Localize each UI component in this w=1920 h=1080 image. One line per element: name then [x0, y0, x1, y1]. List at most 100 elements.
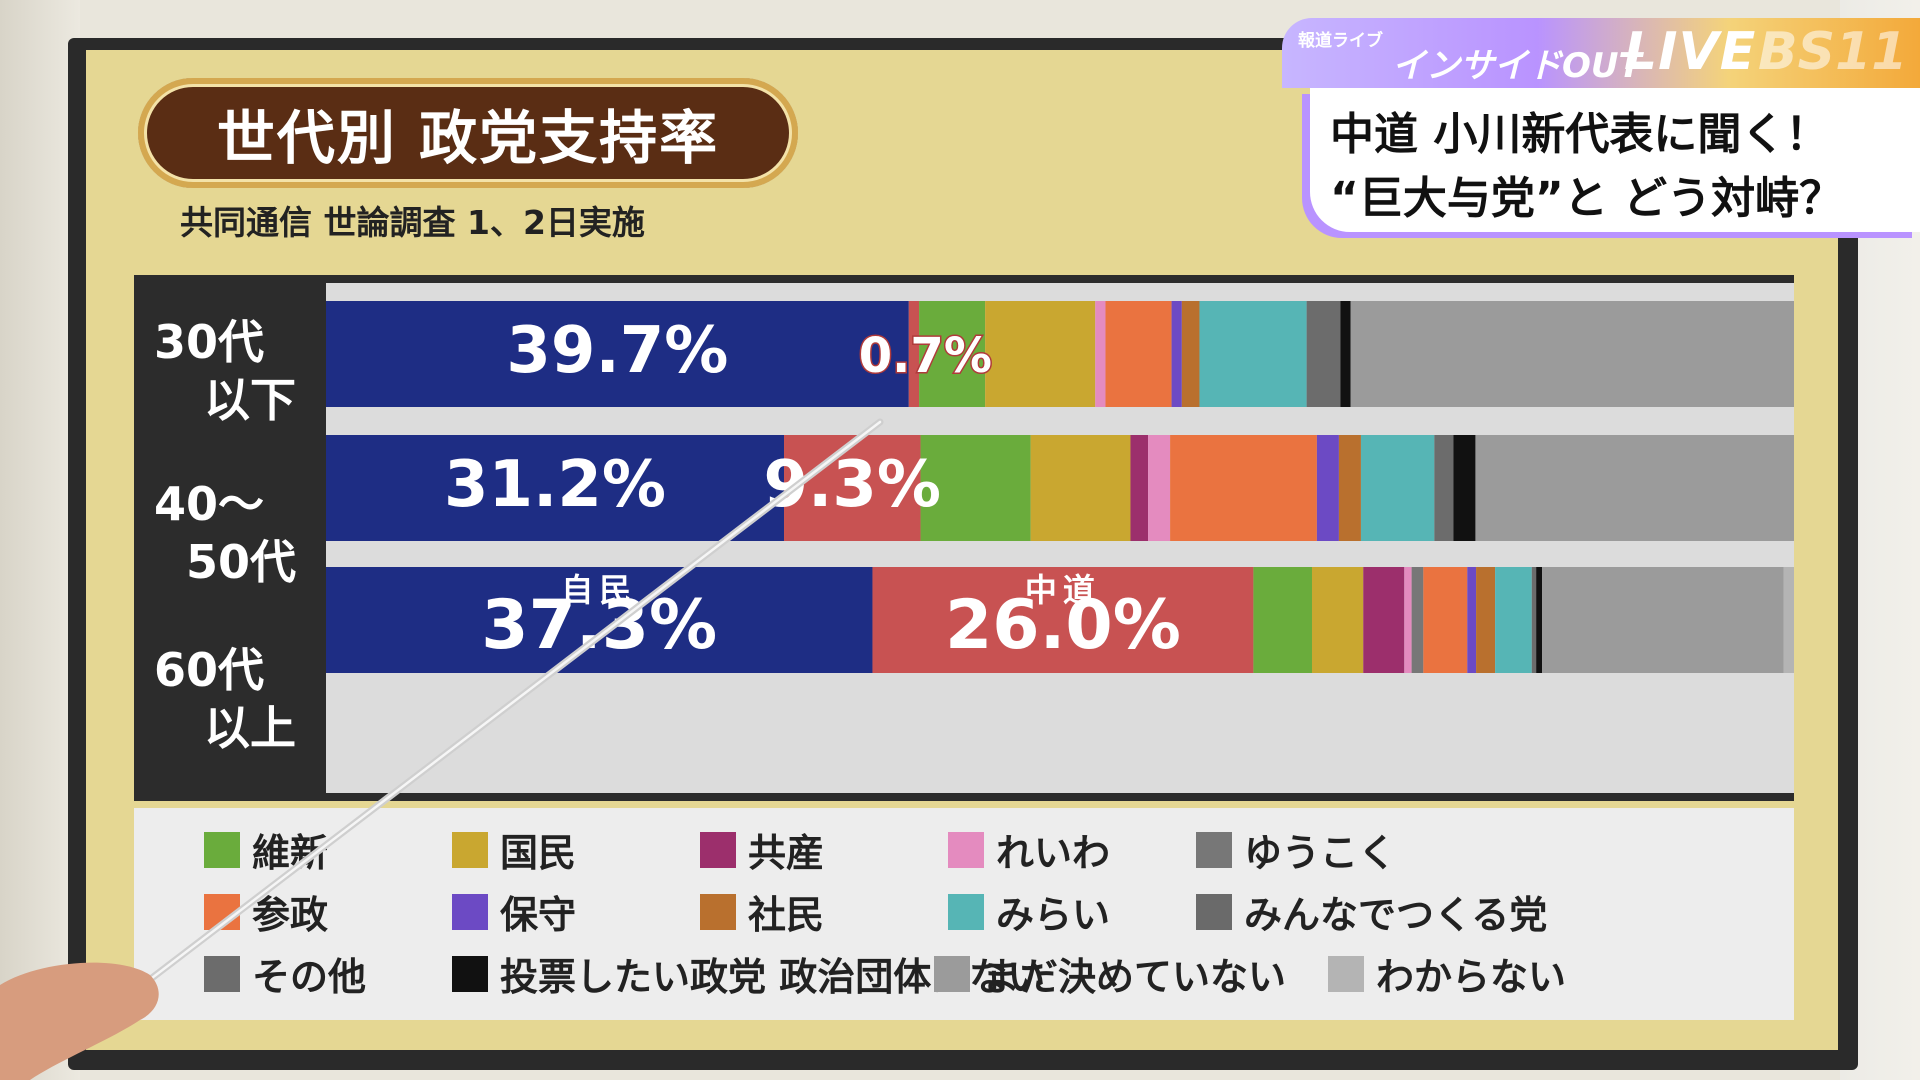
legend-swatch	[1196, 831, 1232, 868]
legend-item: れいわ	[948, 822, 1110, 877]
program-name: インサイドOUT	[1392, 46, 1642, 86]
title-banner: 世代別 政党支持率	[138, 78, 798, 188]
bar-segment	[985, 301, 1096, 407]
bar-segment	[1531, 567, 1537, 673]
row-label-0: 30代 以下	[134, 313, 326, 429]
studio-background-left	[0, 0, 80, 1080]
bar-segment	[1171, 301, 1182, 407]
headline-line-1: 中道 小川新代表に聞く！	[1330, 109, 1830, 160]
legend-item: まだ決めていない	[934, 946, 1286, 1001]
legend-swatch	[700, 893, 736, 930]
legend-swatch	[1328, 955, 1364, 992]
bar-segment	[1467, 567, 1477, 673]
bar-segment	[1476, 567, 1496, 673]
legend-swatch	[948, 893, 984, 930]
legend-item: ゆうこく	[1196, 822, 1396, 877]
row-label-line: 以上	[204, 701, 296, 755]
chart-subtitle: 共同通信 世論調査 1、2日実施	[180, 203, 645, 242]
legend-label: 社民	[748, 893, 825, 937]
chart-panel: 30代 以下 40～ 50代 60代 以上 39.7% 0.7% 31.2% 9.3%…	[134, 275, 1794, 1020]
data-label: 0.7%	[857, 327, 993, 386]
row-label-line: 以下	[204, 373, 296, 427]
legend: 維新 国民 共産 れいわ ゆうこく 参政 保守 社民 みらい みんなでつくる党 その他 投票したい政党…	[134, 808, 1794, 1020]
bar-segment	[1170, 435, 1317, 541]
live-badge: LIVE	[1624, 22, 1757, 82]
legend-swatch	[934, 955, 970, 992]
value-label: 0.7%	[859, 328, 992, 384]
row-label-2: 60代 以上	[134, 641, 326, 757]
legend-label: 国民	[500, 831, 577, 875]
legend-swatch	[204, 831, 240, 868]
bar-segment	[1453, 435, 1476, 541]
bar-segment	[1253, 567, 1312, 673]
bar-segment	[1363, 567, 1405, 673]
bar-segment	[1434, 435, 1454, 541]
legend-swatch	[700, 831, 736, 868]
bar-segment	[1338, 435, 1361, 541]
legend-swatch	[452, 955, 488, 992]
data-label: 39.7%	[506, 314, 728, 388]
bar-segment	[1181, 301, 1200, 407]
legend-label: 参政	[252, 893, 329, 937]
program-category-label: 報道ライブ	[1298, 31, 1383, 51]
legend-swatch	[1196, 893, 1232, 930]
bar-segment	[1311, 567, 1364, 673]
legend-label: ゆうこく	[1244, 831, 1397, 875]
legend-label: 保守	[500, 893, 577, 937]
bar-segment	[1148, 435, 1171, 541]
broadcast-header-bar	[1282, 18, 1920, 88]
legend-label: 維新	[252, 831, 329, 875]
legend-label: みらい	[996, 893, 1111, 937]
data-label: 9.3%	[764, 448, 942, 522]
legend-item: 共産	[700, 822, 824, 877]
legend-swatch	[452, 831, 488, 868]
bar-segment	[1030, 435, 1131, 541]
value-label: 26.0%	[945, 586, 1181, 665]
channel-logo: BS11	[1758, 22, 1908, 82]
legend-item: 社民	[700, 884, 824, 939]
legend-item: みんなでつくる党	[1196, 884, 1547, 939]
bar-segment	[1495, 567, 1532, 673]
bar-segment	[1536, 567, 1543, 673]
legend-item: その他	[204, 946, 366, 1001]
bar-segment	[1130, 435, 1149, 541]
chart-title: 世代別 政党支持率	[216, 104, 720, 172]
bar-segment	[1783, 567, 1794, 673]
data-label: 31.2%	[444, 448, 666, 522]
legend-label: わからない	[1376, 955, 1567, 999]
legend-label: 共産	[748, 831, 825, 875]
legend-label: まだ決めていない	[982, 955, 1287, 999]
row-label-line: 30代	[154, 315, 265, 369]
plot-area: 39.7% 0.7% 31.2% 9.3% 自民 37.3% 中道 26.0%	[326, 283, 1794, 793]
bar-segment	[1199, 301, 1307, 407]
row-label-line: 60代	[154, 643, 265, 697]
bar-segment	[920, 435, 1031, 541]
legend-label: みんなでつくる党	[1244, 893, 1548, 937]
value-label: 37.3%	[481, 586, 717, 665]
bar-segment	[908, 301, 920, 407]
bar-segment	[872, 567, 1254, 673]
legend-swatch	[204, 893, 240, 930]
headline-box: 中道 小川新代表に聞く！ “巨大与党”と どう対峙？	[1310, 88, 1920, 232]
bar-segment	[1340, 301, 1351, 407]
bar-segment	[919, 301, 986, 407]
value-label: 39.7%	[506, 314, 728, 388]
bar-segment	[1350, 301, 1794, 407]
party-label: 中道	[1025, 571, 1101, 609]
row-label-line: 50代	[185, 535, 296, 589]
bar-segment	[1475, 435, 1794, 541]
bar-segment	[1105, 301, 1172, 407]
legend-item: 国民	[452, 822, 576, 877]
bar-segment	[1411, 567, 1424, 673]
legend-label: その他	[252, 955, 367, 999]
bar-segment	[1306, 301, 1341, 407]
row-label-1: 40～ 50代	[134, 475, 326, 591]
bar-segment	[1404, 567, 1412, 673]
bar-segment	[1542, 567, 1784, 673]
legend-item: わからない	[1328, 946, 1566, 1001]
headline-line-2: “巨大与党”と どう対峙？	[1330, 173, 1844, 224]
value-label: 31.2%	[444, 448, 666, 522]
bar-segment	[1360, 435, 1435, 541]
bar-segment	[1423, 567, 1468, 673]
